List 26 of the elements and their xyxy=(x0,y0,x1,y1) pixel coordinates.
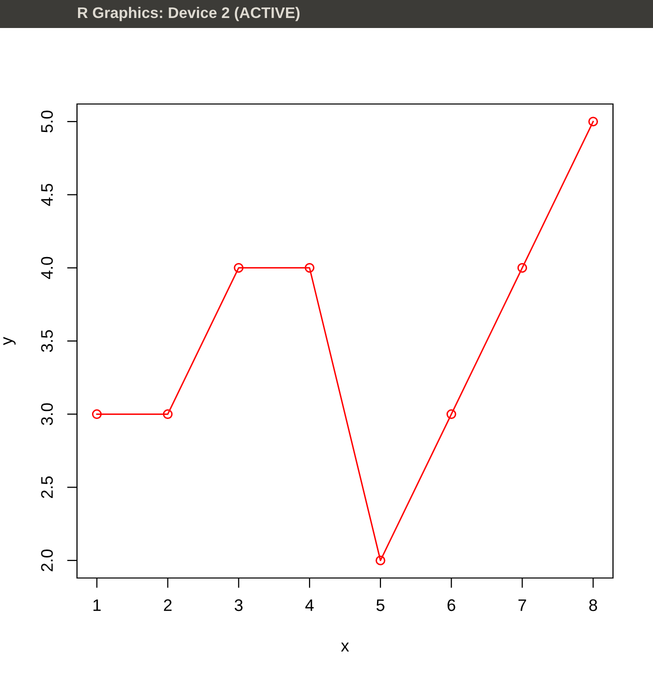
x-tick-label: 5 xyxy=(376,599,384,612)
y-tick-label: 3.0 xyxy=(41,403,53,426)
y-tick-label: 4.0 xyxy=(41,256,53,280)
x-tick-label: 4 xyxy=(305,599,314,611)
x-tick-label: 8 xyxy=(589,599,598,612)
y-tick-label: 2.5 xyxy=(41,476,53,498)
y-tick-label: 3.5 xyxy=(41,330,53,352)
y-tick-label: 2.0 xyxy=(41,550,53,572)
x-tick-label: 7 xyxy=(518,599,526,611)
x-tick-label: 3 xyxy=(234,599,243,612)
y-tick-label: 4.5 xyxy=(41,184,53,206)
x-tick-label: 1 xyxy=(93,599,101,611)
point xyxy=(517,262,528,273)
point xyxy=(92,409,102,420)
y-tick-label: 5.0 xyxy=(41,110,53,132)
x-axis-title: x xyxy=(341,642,349,652)
point xyxy=(234,262,244,273)
point xyxy=(304,262,314,273)
point xyxy=(376,556,386,566)
x-tick-label: 6 xyxy=(448,599,456,612)
x-tick-label: 2 xyxy=(164,599,172,611)
point xyxy=(446,409,456,420)
point xyxy=(588,116,598,126)
y-axis-title: y xyxy=(3,336,16,346)
point xyxy=(162,409,173,420)
text: R Graphics: Device 2 (ACTIVE) xyxy=(78,6,300,22)
